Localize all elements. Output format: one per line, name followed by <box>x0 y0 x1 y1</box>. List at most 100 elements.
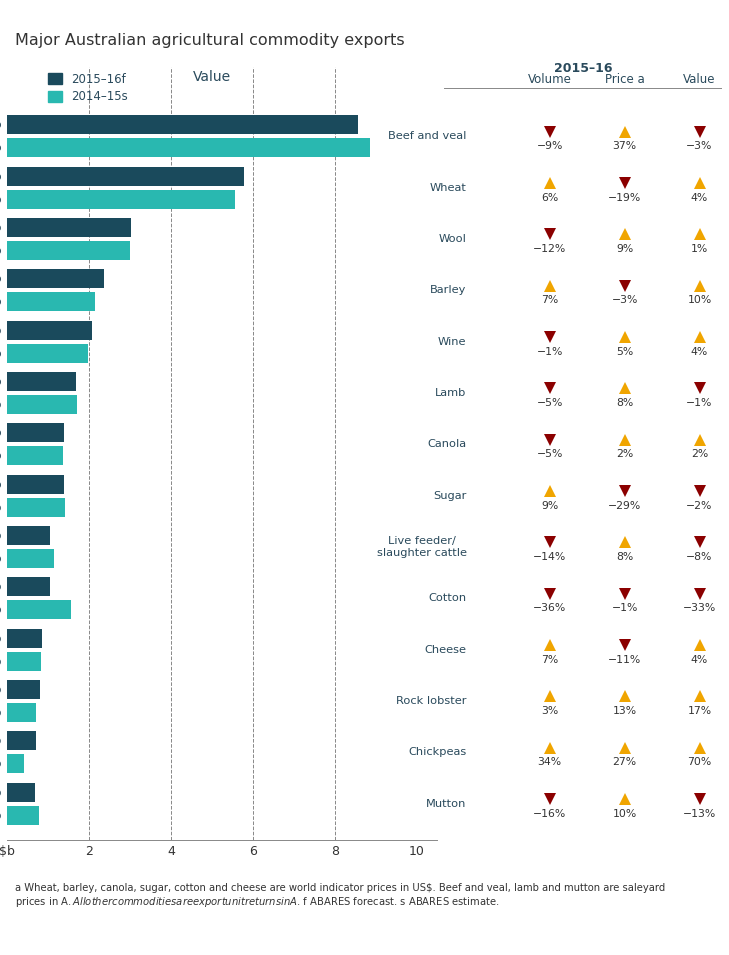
Text: Sugar: Sugar <box>433 491 467 500</box>
Text: $1.98b: $1.98b <box>0 349 1 358</box>
Bar <box>7 680 40 699</box>
Text: 27%: 27% <box>612 757 636 768</box>
Text: 4%: 4% <box>691 655 708 665</box>
Text: $0.78b: $0.78b <box>0 810 1 820</box>
Text: −14%: −14% <box>533 552 566 562</box>
Text: −29%: −29% <box>608 500 642 511</box>
Text: −33%: −33% <box>683 604 716 613</box>
Text: a Wheat, barley, canola, sugar, cotton and cheese are world indicator prices in : a Wheat, barley, canola, sugar, cotton a… <box>15 883 665 909</box>
Text: −5%: −5% <box>537 450 563 459</box>
Text: 8%: 8% <box>616 398 634 408</box>
Text: −19%: −19% <box>608 193 642 202</box>
Text: −16%: −16% <box>533 809 566 818</box>
Text: Value: Value <box>193 71 231 84</box>
Text: Cheese: Cheese <box>424 645 467 655</box>
Text: $8.57b: $8.57b <box>0 119 1 130</box>
Text: −1%: −1% <box>686 398 713 408</box>
Text: $0.82b: $0.82b <box>0 656 1 667</box>
Text: $0.41b: $0.41b <box>0 759 1 769</box>
Text: Lamb: Lamb <box>435 388 467 398</box>
Text: −2%: −2% <box>686 500 713 511</box>
Bar <box>7 601 71 620</box>
Bar <box>7 321 92 340</box>
Text: 37%: 37% <box>612 141 636 151</box>
Text: −8%: −8% <box>686 552 713 562</box>
Bar <box>7 292 95 311</box>
Text: $0.81b: $0.81b <box>0 685 1 694</box>
Bar <box>7 190 235 209</box>
Bar <box>7 651 41 670</box>
Text: Beef and veal: Beef and veal <box>388 131 467 141</box>
Text: $1.70b: $1.70b <box>0 399 1 410</box>
Bar <box>7 806 39 825</box>
Text: Barley: Barley <box>430 286 467 295</box>
Text: 13%: 13% <box>612 706 636 716</box>
Text: Price a: Price a <box>605 73 644 86</box>
Text: $1.55b: $1.55b <box>0 605 1 615</box>
Bar <box>7 395 77 414</box>
Text: Value: Value <box>683 73 716 86</box>
Bar <box>7 371 76 391</box>
Text: Canola: Canola <box>427 439 467 449</box>
Text: Rock lobster: Rock lobster <box>396 696 467 706</box>
Bar <box>7 166 244 185</box>
Text: −12%: −12% <box>533 244 566 254</box>
Text: −3%: −3% <box>686 141 713 151</box>
Bar <box>7 782 35 801</box>
Bar <box>7 549 54 568</box>
Text: $1.05b: $1.05b <box>0 530 1 541</box>
Text: −9%: −9% <box>537 141 563 151</box>
Text: $5.79b: $5.79b <box>0 171 1 181</box>
Text: 4%: 4% <box>691 193 708 202</box>
Text: 2015–16: 2015–16 <box>554 62 612 74</box>
Text: Wheat: Wheat <box>429 182 467 193</box>
Text: $1.04b: $1.04b <box>0 582 1 592</box>
Legend: 2015–16f, 2014–15s: 2015–16f, 2014–15s <box>47 73 128 103</box>
Text: 34%: 34% <box>538 757 562 768</box>
Text: 2%: 2% <box>616 450 634 459</box>
Text: 7%: 7% <box>541 655 558 665</box>
Bar <box>7 218 130 237</box>
Text: 9%: 9% <box>541 500 558 511</box>
Text: $1.68b: $1.68b <box>0 376 1 387</box>
Text: $2.99b: $2.99b <box>0 245 1 256</box>
Text: Volume: Volume <box>528 73 572 86</box>
Text: $0.70b: $0.70b <box>0 735 1 746</box>
Text: $1.40b: $1.40b <box>0 502 1 512</box>
Text: Major Australian agricultural commodity exports: Major Australian agricultural commodity … <box>15 33 404 49</box>
Text: −1%: −1% <box>612 604 638 613</box>
Text: $2.14b: $2.14b <box>0 297 1 307</box>
Text: Wool: Wool <box>439 234 467 244</box>
Text: Wine: Wine <box>438 337 467 347</box>
Text: −11%: −11% <box>608 655 642 665</box>
Text: Live feeder/
slaughter cattle: Live feeder/ slaughter cattle <box>376 536 467 558</box>
Text: Mutton: Mutton <box>426 798 467 809</box>
Text: Chickpeas: Chickpeas <box>408 748 467 757</box>
Bar <box>7 577 50 596</box>
Text: 8%: 8% <box>616 552 634 562</box>
Text: $0.85b: $0.85b <box>0 633 1 643</box>
Text: 3%: 3% <box>541 706 558 716</box>
Text: Cotton: Cotton <box>429 593 467 604</box>
Text: 17%: 17% <box>687 706 712 716</box>
Bar <box>7 703 36 722</box>
Text: 5%: 5% <box>616 347 634 356</box>
Text: $3.01b: $3.01b <box>0 223 1 232</box>
Text: −3%: −3% <box>612 295 638 306</box>
Text: $1.38b: $1.38b <box>0 428 1 437</box>
Bar <box>7 498 65 517</box>
Text: 6%: 6% <box>541 193 558 202</box>
Text: 2%: 2% <box>691 450 708 459</box>
Text: 9%: 9% <box>616 244 634 254</box>
Text: $0.67b: $0.67b <box>0 787 1 797</box>
Text: 1%: 1% <box>691 244 708 254</box>
Text: −36%: −36% <box>533 604 566 613</box>
Text: $1.35b: $1.35b <box>0 451 1 461</box>
Bar <box>7 732 36 751</box>
Text: $2.35b: $2.35b <box>0 274 1 284</box>
Bar <box>7 138 370 158</box>
Bar <box>7 423 64 442</box>
Text: $1.38b: $1.38b <box>0 479 1 489</box>
Bar <box>7 628 42 647</box>
Bar <box>7 526 50 545</box>
